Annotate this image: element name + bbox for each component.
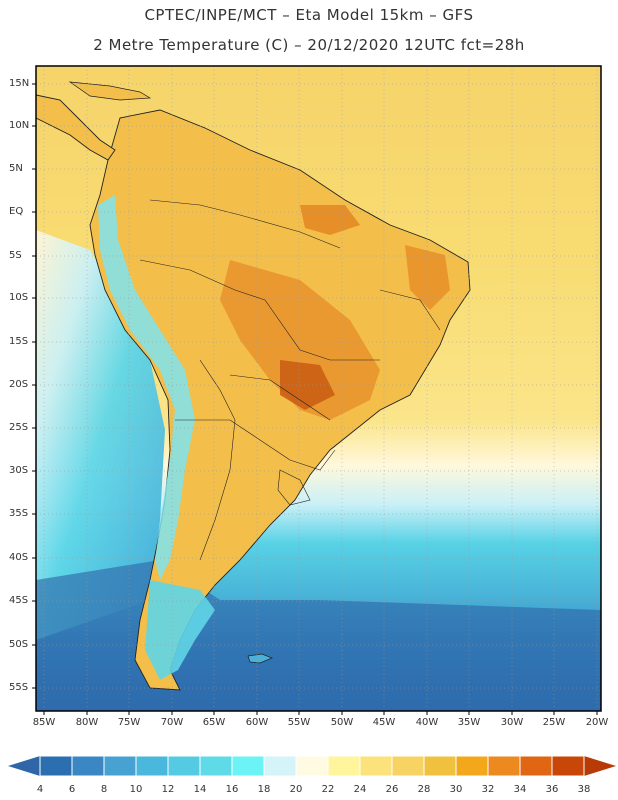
colorbar-label-28: 28 bbox=[417, 784, 431, 795]
colorbar-label-32: 32 bbox=[481, 784, 495, 795]
colorbar-label-36: 36 bbox=[545, 784, 559, 795]
lat-label-10n: 10N bbox=[9, 120, 30, 131]
colorbar-label-20: 20 bbox=[289, 784, 303, 795]
colorbar bbox=[8, 755, 616, 777]
colorbar-label-8: 8 bbox=[100, 784, 108, 795]
lon-label-55w: 55W bbox=[287, 717, 311, 728]
lon-label-25w: 25W bbox=[542, 717, 566, 728]
hot-zone-interior bbox=[220, 260, 380, 420]
colorbar-label-26: 26 bbox=[385, 784, 399, 795]
lon-label-80w: 80W bbox=[75, 717, 99, 728]
colorbar-swatch bbox=[359, 755, 393, 777]
colorbar-label-38: 38 bbox=[577, 784, 591, 795]
lon-label-70w: 70W bbox=[160, 717, 184, 728]
map-frame bbox=[35, 65, 602, 712]
lon-label-75w: 75W bbox=[117, 717, 141, 728]
colorbar-label-34: 34 bbox=[513, 784, 527, 795]
lat-label-15s: 15S bbox=[9, 336, 29, 347]
map-subtitle: 2 Metre Temperature (C) – 20/12/2020 12U… bbox=[93, 36, 525, 54]
colorbar-swatch bbox=[455, 755, 489, 777]
lat-label-10s: 10S bbox=[9, 292, 29, 303]
colorbar-label-16: 16 bbox=[225, 784, 239, 795]
lat-label-35s: 35S bbox=[9, 508, 29, 519]
colorbar-label-4: 4 bbox=[36, 784, 44, 795]
colorbar-swatch bbox=[295, 755, 329, 777]
colorbar-label-14: 14 bbox=[193, 784, 207, 795]
lon-label-35w: 35W bbox=[457, 717, 481, 728]
lon-label-65w: 65W bbox=[202, 717, 226, 728]
falkland-islands bbox=[247, 653, 273, 664]
central-america bbox=[36, 94, 116, 161]
colorbar-swatch bbox=[551, 755, 585, 777]
hot-zone-core bbox=[280, 360, 335, 410]
colorbar-swatch bbox=[231, 755, 265, 777]
lat-label-50s: 50S bbox=[9, 639, 29, 650]
lon-label-20w: 20W bbox=[585, 717, 609, 728]
colorbar-swatch bbox=[167, 755, 201, 777]
lat-label-eq: EQ bbox=[9, 206, 24, 217]
lon-label-85w: 85W bbox=[32, 717, 56, 728]
colorbar-swatch bbox=[487, 755, 521, 777]
colorbar-label-10: 10 bbox=[129, 784, 143, 795]
lat-label-30s: 30S bbox=[9, 465, 29, 476]
lat-label-45s: 45S bbox=[9, 595, 29, 606]
lon-label-45w: 45W bbox=[372, 717, 396, 728]
lat-label-40s: 40S bbox=[9, 552, 29, 563]
lon-label-50w: 50W bbox=[330, 717, 354, 728]
colorbar-swatch bbox=[71, 755, 105, 777]
hot-zone-north bbox=[300, 205, 360, 235]
lon-label-30w: 30W bbox=[500, 717, 524, 728]
colorbar-swatch bbox=[391, 755, 425, 777]
hot-zone-northeast bbox=[405, 245, 450, 310]
colorbar-swatch bbox=[39, 755, 73, 777]
map-title: CPTEC/INPE/MCT – Eta Model 15km – GFS bbox=[144, 6, 474, 24]
lat-label-55s: 55S bbox=[9, 682, 29, 693]
colorbar-swatch bbox=[263, 755, 297, 777]
colorbar-swatch bbox=[519, 755, 553, 777]
lat-label-5s: 5S bbox=[9, 250, 22, 261]
colorbar-label-30: 30 bbox=[449, 784, 463, 795]
lat-label-25s: 25S bbox=[9, 422, 29, 433]
patagonia-cool-zone bbox=[145, 580, 215, 680]
colorbar-label-18: 18 bbox=[257, 784, 271, 795]
continent-south-america bbox=[89, 109, 471, 691]
colorbar-swatch bbox=[423, 755, 457, 777]
lon-label-40w: 40W bbox=[415, 717, 439, 728]
colorbar-swatch bbox=[135, 755, 169, 777]
colorbar-swatch bbox=[327, 755, 361, 777]
lat-label-5n: 5N bbox=[9, 163, 23, 174]
colorbar-label-6: 6 bbox=[68, 784, 76, 795]
colorbar-label-22: 22 bbox=[321, 784, 335, 795]
colorbar-under-arrow bbox=[8, 756, 40, 776]
lat-label-15n: 15N bbox=[9, 78, 30, 89]
colorbar-label-24: 24 bbox=[353, 784, 367, 795]
map-field bbox=[36, 66, 601, 711]
andes-cold-strip bbox=[98, 195, 195, 580]
colorbar-swatch bbox=[199, 755, 233, 777]
caribbean-islands bbox=[68, 81, 152, 101]
colorbar-swatch bbox=[103, 755, 137, 777]
axis-ticks bbox=[32, 83, 598, 715]
colorbar-label-12: 12 bbox=[161, 784, 175, 795]
lon-label-60w: 60W bbox=[245, 717, 269, 728]
lat-label-20s: 20S bbox=[9, 379, 29, 390]
colorbar-over-arrow bbox=[584, 756, 616, 776]
